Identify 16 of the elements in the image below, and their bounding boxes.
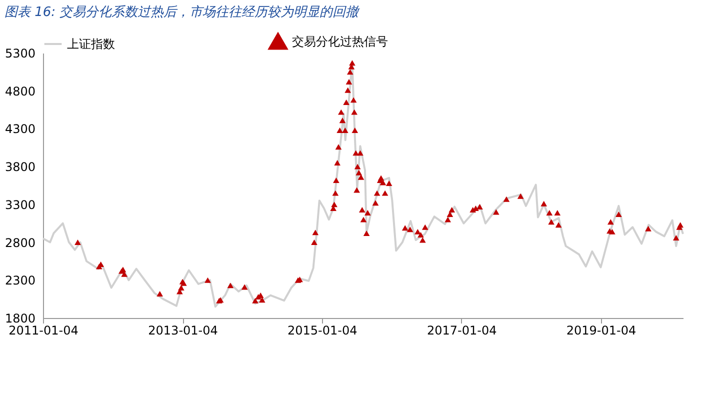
chart-title: 图表 16: 交易分化系数过热后，市场往往经历较为明显的回撤	[4, 4, 361, 20]
legend-label: 上证指数	[67, 37, 115, 51]
x-tick-label: 2019-01-04	[566, 324, 636, 338]
y-tick-label: 2800	[4, 236, 36, 250]
y-tick-label: 1800	[4, 312, 36, 326]
x-tick-label: 2017-01-04	[427, 324, 497, 338]
y-tick-label: 3800	[4, 160, 36, 174]
y-tick-label: 4800	[4, 84, 36, 98]
legend-label: 交易分化过热信号	[292, 34, 388, 48]
x-tick-label: 2013-01-04	[148, 324, 218, 338]
y-tick-label: 4300	[4, 122, 36, 136]
y-tick-label: 5300	[4, 46, 36, 60]
y-tick-label: 2300	[4, 274, 36, 288]
x-tick-label: 2015-01-04	[287, 324, 358, 338]
x-tick-label: 2011-01-04	[8, 324, 78, 338]
y-tick-label: 3300	[4, 198, 36, 212]
